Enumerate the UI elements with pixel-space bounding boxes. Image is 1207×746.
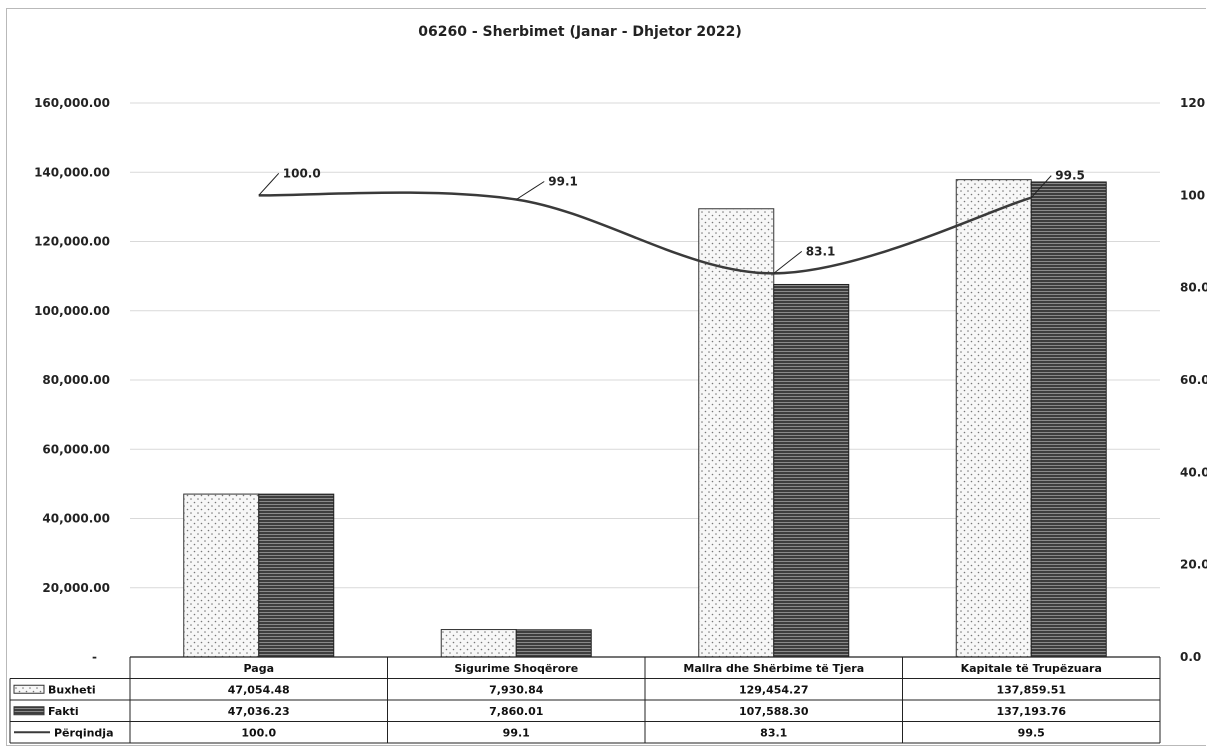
y2-tick-label: 60.0 xyxy=(1180,373,1207,387)
y2-tick-label: 0.0 xyxy=(1180,650,1201,664)
percent-line: 100.0 99.1 83.1 99.5 xyxy=(258,166,1085,275)
table-cell: 107,588.30 xyxy=(739,705,809,718)
legend-label: Buxheti xyxy=(48,683,96,696)
category-label: Paga xyxy=(244,662,275,675)
y-tick-label: 160,000.00 xyxy=(34,96,110,110)
legend-key xyxy=(13,706,45,716)
legend-key xyxy=(13,684,45,694)
y-tick-label: 60,000.00 xyxy=(42,442,110,456)
table-cell: 47,054.48 xyxy=(228,683,290,696)
y-tick-label: 140,000.00 xyxy=(34,165,110,179)
category-label: Mallra dhe Shërbime të Tjera xyxy=(683,662,864,675)
bar-buxheti xyxy=(440,629,517,658)
table-cell: 7,860.01 xyxy=(489,705,543,718)
bars xyxy=(183,179,1107,658)
label-leader xyxy=(258,172,280,196)
y2-tick-label: 80.0 xyxy=(1180,281,1207,295)
table-cell: 99.5 xyxy=(1018,726,1045,739)
table-cell: 7,930.84 xyxy=(489,683,544,696)
bar-buxheti xyxy=(698,208,775,658)
y-tick-label: 100,000.00 xyxy=(34,304,110,318)
label-leader xyxy=(515,181,545,200)
y2-tick-label: 100 xyxy=(1180,188,1205,202)
bar-fakti xyxy=(515,629,592,658)
y-tick-label: 20,000.00 xyxy=(42,581,110,595)
category-label: Sigurime Shoqërore xyxy=(454,662,578,675)
legend-label: Përqindja xyxy=(54,726,114,739)
bar-fakti xyxy=(773,283,850,658)
y2-tick-label: 120 xyxy=(1180,96,1205,110)
y2-tick-label: 40.0 xyxy=(1180,465,1207,479)
percent-line-path xyxy=(258,191,1032,275)
table-cell: 47,036.23 xyxy=(228,705,290,718)
y-tick-label: 40,000.00 xyxy=(42,512,110,526)
y-tick-label: 80,000.00 xyxy=(42,373,110,387)
y-tick-label: 120,000.00 xyxy=(34,235,110,249)
point-label: 83.1 xyxy=(806,244,836,258)
category-label: Kapitale të Trupëzuara xyxy=(961,662,1102,675)
table-cell: 137,859.51 xyxy=(996,683,1066,696)
y-axis-left: - 20,000.00 40,000.00 60,000.00 80,000.00 100… xyxy=(34,96,110,664)
table-cell: 129,454.27 xyxy=(739,683,809,696)
point-label: 99.5 xyxy=(1055,169,1085,183)
data-table: Paga Sigurime Shoqërore Mallra dhe Shërbim… xyxy=(9,656,1161,744)
table-cell: 83.1 xyxy=(760,726,787,739)
y-axis-right: 0.0 20.0 40.0 60.0 80.0 100 120 xyxy=(1180,96,1207,664)
table-cell: 100.0 xyxy=(241,726,276,739)
point-label: 100.0 xyxy=(283,166,321,180)
legend-label: Fakti xyxy=(48,705,79,718)
y2-tick-label: 20.0 xyxy=(1180,558,1207,572)
point-label: 99.1 xyxy=(548,174,578,188)
bar-buxheti xyxy=(955,179,1032,658)
table-cell: 137,193.76 xyxy=(996,705,1066,718)
label-leader xyxy=(773,250,803,274)
y-tick-label: - xyxy=(92,650,97,664)
label-leader xyxy=(1030,175,1052,198)
bar-fakti xyxy=(1030,181,1107,658)
chart-title: 06260 - Sherbimet (Janar - Dhjetor 2022) xyxy=(418,24,741,40)
bar-fakti xyxy=(258,493,335,658)
bar-buxheti xyxy=(183,493,260,658)
table-cell: 99.1 xyxy=(503,726,530,739)
